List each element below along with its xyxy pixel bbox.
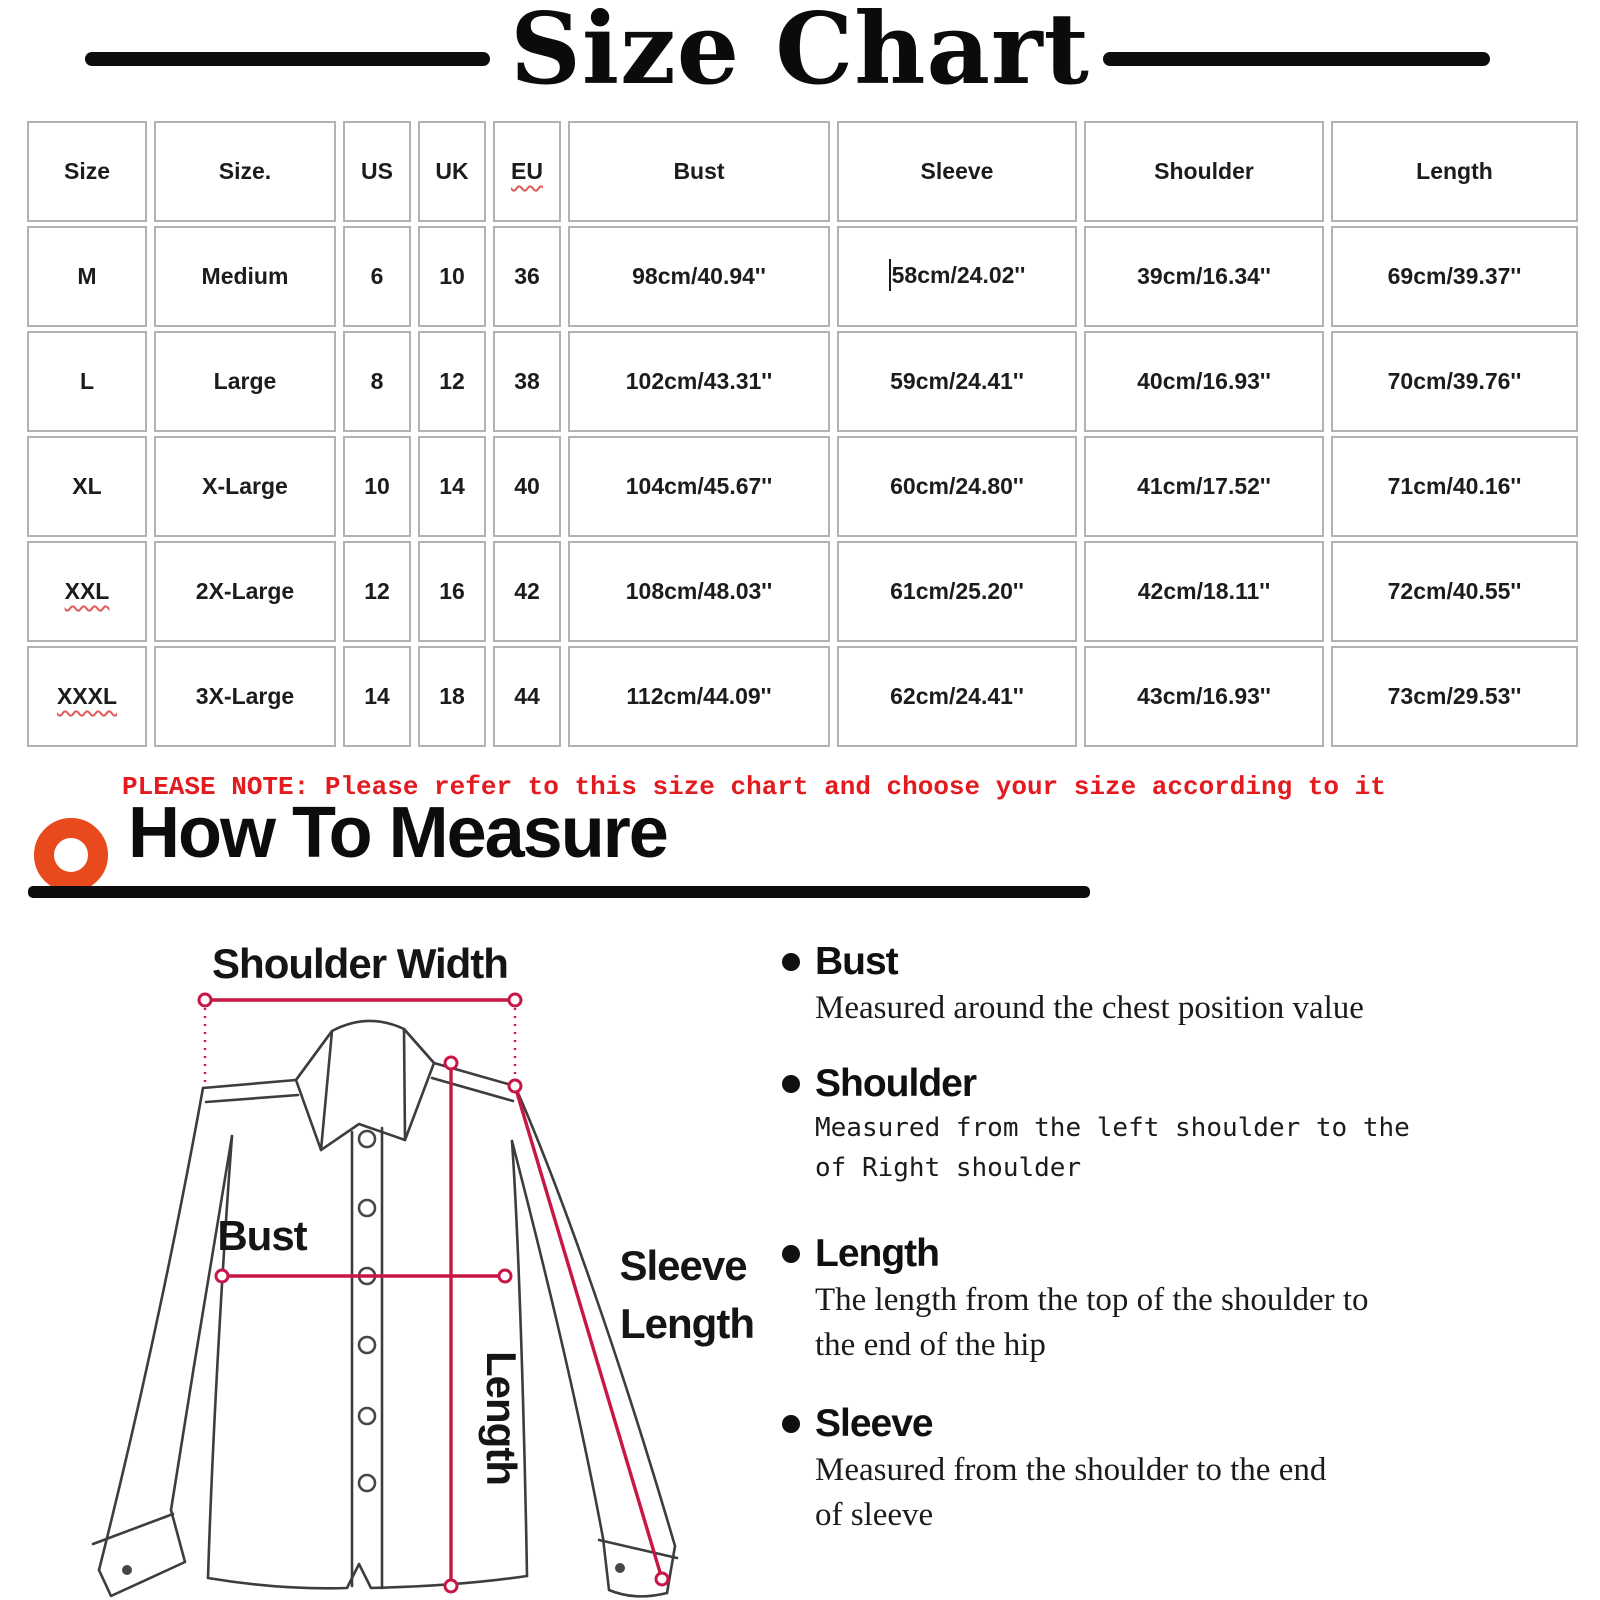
cell: M — [27, 226, 147, 327]
cell: 98cm/40.94'' — [568, 226, 830, 327]
column-header-eu: EU — [493, 121, 561, 222]
bullet-dot-icon — [782, 1415, 800, 1433]
bullet-dot-icon — [782, 1075, 800, 1093]
cell: 40 — [493, 436, 561, 537]
measure-term: Shoulder — [815, 1062, 977, 1105]
cell: 58cm/24.02'' — [837, 226, 1077, 327]
cell: X-Large — [154, 436, 336, 537]
ring-bullet-icon — [34, 818, 108, 892]
shirt-measurement-diagram: Shoulder Width Bust Length Sleeve Length — [91, 940, 755, 1598]
measure-description: Measured around the chest position value — [815, 990, 1364, 1026]
cell: 18 — [418, 646, 486, 747]
cell: 104cm/45.67'' — [568, 436, 830, 537]
column-header-uk: UK — [418, 121, 486, 222]
cell: 108cm/48.03'' — [568, 541, 830, 642]
cell: 60cm/24.80'' — [837, 436, 1077, 537]
cell: 43cm/16.93'' — [1084, 646, 1324, 747]
measure-description: The length from the top of the shoulder … — [815, 1282, 1369, 1363]
cell: 6 — [343, 226, 411, 327]
measure-guide-item-sleeve: Sleeve Measured from the shoulder to the … — [782, 1402, 1326, 1538]
table-row-l: L Large 8 12 38 102cm/43.31'' 59cm/24.41'' 40cm… — [27, 331, 1578, 432]
size-note: PLEASE NOTE: Please refer to this size c… — [122, 772, 1386, 802]
cell: 71cm/40.16'' — [1331, 436, 1578, 537]
cell: Large — [154, 331, 336, 432]
cell: 38 — [493, 331, 561, 432]
sleeve-length-label-line2: Length — [620, 1300, 754, 1347]
bullet-dot-icon — [782, 1245, 800, 1263]
text-cursor — [888, 258, 891, 291]
measure-term: Sleeve — [815, 1402, 934, 1445]
cell: 41cm/17.52'' — [1084, 436, 1324, 537]
cell: XXXL — [27, 646, 147, 747]
cell: 73cm/29.53'' — [1331, 646, 1578, 747]
cell: XL — [27, 436, 147, 537]
measurement-lines — [197, 992, 670, 1594]
shirt-outline — [91, 1019, 679, 1598]
length-label: Length — [478, 1351, 525, 1485]
measure-description: Measured from the shoulder to the end of … — [815, 1452, 1327, 1533]
cell: 12 — [418, 331, 486, 432]
cell: 8 — [343, 331, 411, 432]
heading-underline — [28, 886, 1090, 898]
cell: 70cm/39.76'' — [1331, 331, 1578, 432]
cell: XXL — [27, 541, 147, 642]
cell: 36 — [493, 226, 561, 327]
cell: 72cm/40.55'' — [1331, 541, 1578, 642]
cell: 10 — [418, 226, 486, 327]
cell: 10 — [343, 436, 411, 537]
how-to-measure-title: How To Measure — [128, 793, 669, 873]
cell: 39cm/16.34'' — [1084, 226, 1324, 327]
cell: 2X-Large — [154, 541, 336, 642]
table-row-xl: XL X-Large 10 14 40 104cm/45.67'' 60cm/24.80''… — [27, 436, 1578, 537]
table-row-m: M Medium 6 10 36 98cm/40.94'' 58cm/24.02'' 39cm… — [27, 226, 1578, 327]
measure-guide-item-length: Length The length from the top of the sho… — [782, 1232, 1369, 1368]
cell: 3X-Large — [154, 646, 336, 747]
sleeve-length-label-line1: Sleeve — [619, 1242, 746, 1289]
cell: 16 — [418, 541, 486, 642]
cell: 14 — [343, 646, 411, 747]
measure-guide-item-shoulder: Shoulder Measured from the left shoulder … — [782, 1062, 1410, 1189]
cell: 59cm/24.41'' — [837, 331, 1077, 432]
measure-term: Length — [815, 1232, 940, 1275]
cell: 14 — [418, 436, 486, 537]
cell: 40cm/16.93'' — [1084, 331, 1324, 432]
table-row-xxxl: XXXL 3X-Large 14 18 44 112cm/44.09'' 62cm/24.4… — [27, 646, 1578, 747]
measure-description: Measured from the left shoulder to the of… — [815, 1113, 1410, 1184]
size-table: Size Size. US UK EU Bust Sleeve Shoulder Length … — [20, 117, 1585, 751]
table-row-xxl: XXL 2X-Large 12 16 42 108cm/48.03'' 61cm/25.20… — [27, 541, 1578, 642]
cell: 112cm/44.09'' — [568, 646, 830, 747]
cell: 42 — [493, 541, 561, 642]
title-rule-right — [1103, 52, 1490, 66]
cell: 12 — [343, 541, 411, 642]
shoulder-width-label: Shoulder Width — [212, 940, 508, 987]
cell: 62cm/24.41'' — [837, 646, 1077, 747]
page-title: Size Chart — [510, 0, 1090, 107]
bust-label: Bust — [217, 1212, 307, 1259]
cell: 42cm/18.11'' — [1084, 541, 1324, 642]
cell: 102cm/43.31'' — [568, 331, 830, 432]
column-header-size: Size. — [154, 121, 336, 222]
cell: Medium — [154, 226, 336, 327]
column-header-sleeve: Sleeve — [837, 121, 1077, 222]
column-header-size: Size — [27, 121, 147, 222]
cell: 69cm/39.37'' — [1331, 226, 1578, 327]
size-table-header-row: Size Size. US UK EU Bust Sleeve Shoulder Length — [27, 121, 1578, 222]
cell: 61cm/25.20'' — [837, 541, 1077, 642]
bullet-dot-icon — [782, 953, 800, 971]
column-header-length: Length — [1331, 121, 1578, 222]
column-header-us: US — [343, 121, 411, 222]
title-rule-left — [85, 52, 490, 66]
measure-term: Bust — [815, 940, 899, 983]
column-header-bust: Bust — [568, 121, 830, 222]
column-header-shoulder: Shoulder — [1084, 121, 1324, 222]
cell: L — [27, 331, 147, 432]
measure-guide-item-bust: Bust Measured around the chest position v… — [782, 940, 1364, 1031]
cell: 44 — [493, 646, 561, 747]
